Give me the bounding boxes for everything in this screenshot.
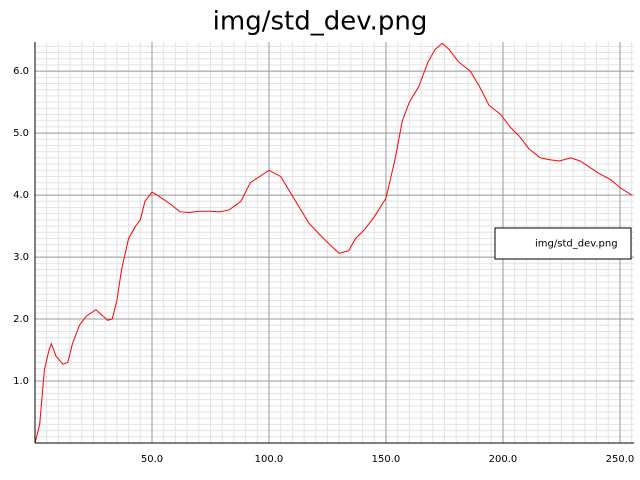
y-tick-label: 5.0 (13, 128, 29, 139)
chart-title: img/std_dev.png (213, 7, 428, 37)
x-tick-label: 150.0 (372, 454, 401, 465)
y-tick-label: 6.0 (13, 66, 29, 77)
y-tick-label: 4.0 (13, 190, 29, 201)
x-tick-label: 50.0 (141, 454, 163, 465)
plot (34, 42, 632, 444)
x-tick-label: 200.0 (489, 454, 518, 465)
y-tick-label: 3.0 (13, 252, 29, 263)
y-tick-label: 1.0 (13, 376, 29, 387)
x-tick-label: 100.0 (255, 454, 284, 465)
data-line (34, 42, 632, 444)
legend-label: img/std_dev.png (535, 239, 618, 250)
y-tick-label: 2.0 (13, 314, 29, 325)
x-tick-label: 250.0 (606, 454, 635, 465)
grid (35, 42, 634, 443)
